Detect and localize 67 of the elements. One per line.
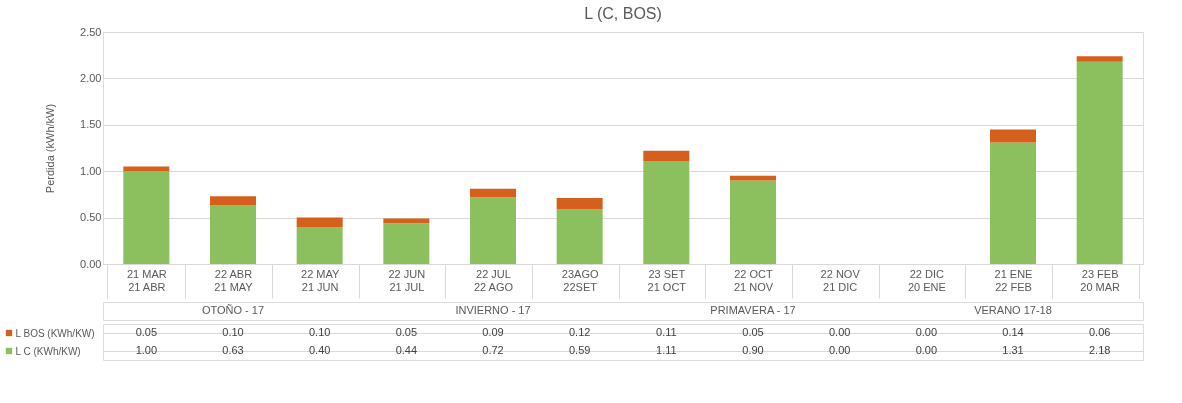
bar — [1076, 61, 1123, 264]
data-label: 0.72 — [482, 344, 504, 356]
y-tick-label: 2.00 — [80, 71, 102, 84]
data-label: 0.00 — [915, 344, 938, 356]
data-label: 0.00 — [915, 326, 938, 338]
bar — [990, 142, 1036, 264]
legend-label: L BOS (KWh/KW) — [15, 327, 95, 339]
data-label: 0.44 — [395, 344, 418, 356]
data-label: 0.06 — [1088, 326, 1111, 338]
data-label: 1.11 — [656, 344, 677, 356]
legend-label: L C (KWh/KW) — [15, 345, 81, 357]
data-label: 0.10 — [308, 326, 331, 338]
bar — [296, 226, 343, 264]
x-tick-label: 22 JUN 21 JUL — [388, 267, 426, 293]
y-axis-title: Perdida (kWh/kW) — [43, 103, 56, 194]
data-label: 0.14 — [1002, 326, 1024, 338]
y-tick-label: 0.50 — [80, 211, 102, 224]
data-label: 0.09 — [482, 326, 504, 338]
data-label: 1.00 — [135, 344, 158, 356]
bar — [556, 198, 603, 210]
bar — [296, 217, 343, 227]
data-label: 0.63 — [222, 344, 244, 356]
x-tick-label: 23AGO 22SET — [561, 267, 599, 293]
text: PRIMAVERA - 17 — [710, 304, 796, 316]
x-tick-label: 23 FEB 20 MAR — [1080, 267, 1121, 293]
data-label: 0.10 — [222, 326, 244, 338]
bar — [643, 160, 690, 264]
x-tick-label: 22 MAY 21 JUN — [301, 267, 340, 293]
data-label: 2.18 — [1088, 344, 1111, 356]
data-label: 1.31 — [1002, 344, 1024, 356]
x-tick-label: 22 ABR 21 MAY — [214, 267, 254, 293]
x-tick-label: 21 MAR 21 ABR — [126, 267, 167, 293]
bar — [210, 196, 256, 206]
data-label: 0.12 — [568, 326, 591, 338]
data-label: 0.00 — [828, 344, 851, 356]
bar — [383, 223, 430, 264]
bar — [470, 188, 516, 198]
text: INVIERNO - 17 — [455, 304, 531, 316]
x-tick-label: 21 ENE 22 FEB — [994, 267, 1033, 293]
bar — [123, 171, 170, 264]
bar — [556, 209, 603, 264]
data-label: 0.90 — [742, 344, 764, 356]
x-tick-label: 22 OCT 21 NOV — [733, 267, 774, 293]
bar — [990, 129, 1036, 143]
data-label: 0.05 — [395, 326, 418, 338]
bar — [643, 150, 690, 161]
x-tick-label: 23 SET 21 OCT — [647, 267, 687, 293]
x-tick-label: 22 JUL 22 AGO — [473, 267, 514, 293]
data-label: 0.11 — [656, 326, 677, 338]
y-tick-label: 0.00 — [80, 257, 102, 270]
y-tick-label: 2.50 — [80, 25, 102, 38]
chart-title: L (C, BOS) — [584, 5, 662, 22]
bar — [470, 197, 516, 264]
y-tick-label: 1.50 — [80, 118, 102, 131]
bar — [1076, 56, 1123, 62]
bar — [210, 205, 256, 264]
data-label: 0.59 — [568, 344, 591, 356]
data-label: 0.05 — [742, 326, 764, 338]
x-tick-label: 22 DIC 20 ENE — [907, 267, 946, 293]
text: VERANO 17-18 — [974, 304, 1052, 316]
data-label: 0.40 — [308, 344, 331, 356]
y-tick-label: 1.00 — [80, 164, 102, 177]
data-label: 0.00 — [828, 326, 851, 338]
x-tick-label: 22 NOV 21 DIC — [820, 267, 861, 293]
text: OTOÑO - 17 — [201, 304, 265, 316]
data-label: 0.05 — [135, 326, 158, 338]
bar — [730, 180, 776, 264]
